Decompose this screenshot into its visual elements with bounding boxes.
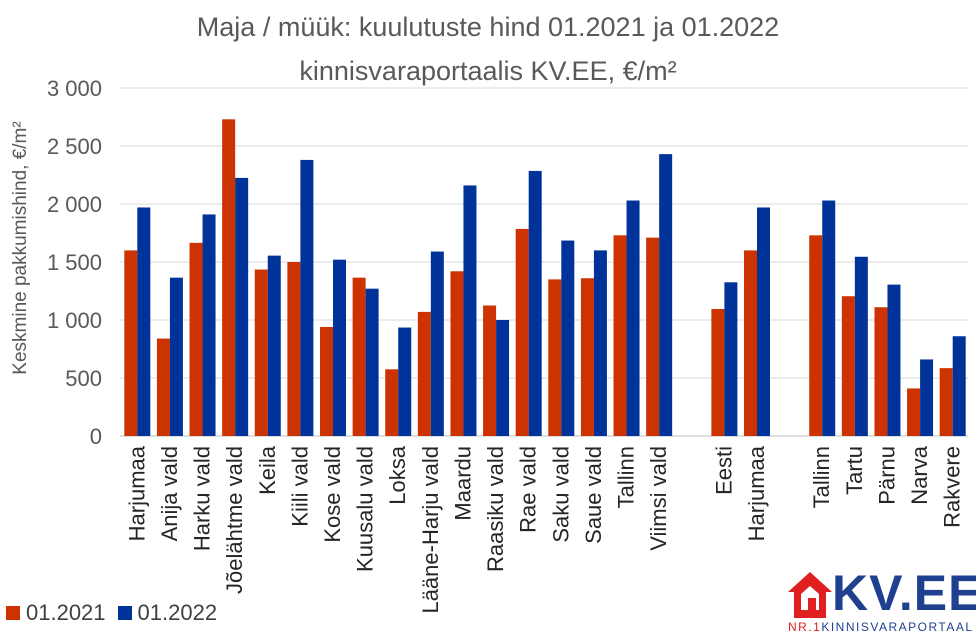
x-tick-label: Jõelähtme vald [222, 446, 247, 594]
x-tick-label: Anija vald [157, 446, 182, 541]
bar-01.2022-Tallinn [822, 200, 836, 436]
y-tick-label: 1 500 [47, 250, 102, 275]
x-tick-label: Saue vald [581, 446, 606, 544]
bar-01.2022-Harku vald [202, 214, 216, 436]
bar-01.2021-Saue vald [580, 278, 594, 436]
bar-01.2021-Harjumaa [124, 250, 138, 436]
bar-01.2021-Viimsi vald [646, 237, 660, 436]
bar-01.2022-Kose vald [333, 259, 346, 436]
house-icon [788, 572, 832, 618]
bar-01.2022-Lääne-Harju vald [430, 251, 444, 436]
legend-swatch-2021 [6, 606, 20, 620]
bar-01.2021-Tallinn [809, 235, 823, 436]
bar-01.2022-Tallinn [626, 200, 640, 436]
y-tick-label: 1 000 [47, 308, 102, 333]
x-tick-label: Harjumaa [124, 445, 149, 541]
x-tick-label: Loksa [385, 445, 410, 504]
legend-item-2021: 01.2021 [6, 600, 106, 626]
bar-01.2022-Rakvere [952, 336, 966, 436]
x-tick-label: Kiili vald [287, 446, 312, 527]
x-tick-label: Eesti [711, 446, 736, 495]
y-axis-label: Keskmine pakkumishind, €/m² [10, 121, 31, 374]
x-axis-ticks: Harjumaa Anija vald Harku vald Jõelähtme va… [124, 445, 964, 613]
bar-01.2022-Rae vald [528, 170, 542, 436]
y-tick-label: 0 [90, 424, 102, 449]
bar-01.2021-Harku vald [189, 242, 203, 436]
x-tick-label: Kuusalu vald [353, 446, 378, 572]
bar-01.2021-Rae vald [515, 228, 529, 436]
bar-01.2022-Loksa [398, 327, 412, 436]
logo-tagline-prefix: NR.1 [788, 620, 822, 634]
x-tick-label: Keila [255, 445, 280, 495]
x-tick-label: Harjumaa [744, 445, 769, 541]
bar-01.2022-Anija vald [169, 277, 183, 436]
bar-01.2022-Keila [267, 255, 281, 436]
x-tick-label: Viimsi vald [646, 446, 671, 551]
bar-01.2021-Saku vald [548, 279, 562, 436]
x-tick-label: Harku vald [190, 446, 215, 551]
bar-01.2022-Saku vald [561, 240, 575, 436]
bar-01.2022-Jõelähtme vald [235, 177, 249, 436]
chart-subtitle: kinnisvaraportaalis KV.EE, €/m² [299, 56, 677, 86]
bar-01.2021-Pärnu [874, 307, 888, 436]
x-tick-label: Tallinn [614, 446, 639, 508]
legend: 01.2021 01.2022 [6, 600, 229, 626]
x-tick-label: Pärnu [874, 446, 899, 505]
legend-swatch-2022 [117, 606, 132, 620]
kv-ee-logo: KV.EE NR.1KINNISVARAPORTAAL [786, 565, 976, 634]
bar-01.2021-Eesti [711, 308, 725, 436]
x-tick-label: Tallinn [809, 446, 834, 508]
x-tick-label: Tartu [842, 446, 867, 495]
bar-01.2021-Tallinn [613, 235, 627, 436]
legend-label-2021: 01.2021 [26, 600, 106, 625]
x-tick-label: Rakvere [940, 446, 965, 528]
bar-01.2021-Anija vald [156, 338, 170, 436]
bar-01.2022-Eesti [724, 282, 738, 436]
bar-01.2021-Narva [907, 388, 921, 436]
bar-01.2022-Kiili vald [300, 159, 314, 437]
y-tick-label: 2 000 [47, 192, 102, 217]
bar-01.2022-Maardu [463, 185, 477, 436]
logo-tagline: NR.1KINNISVARAPORTAAL [788, 620, 974, 634]
x-tick-label: Raasiku vald [483, 446, 508, 572]
bar-01.2021-Jõelähtme vald [222, 119, 236, 436]
y-tick-label: 500 [65, 366, 102, 391]
bar-01.2022-Kuusalu vald [365, 288, 379, 436]
bar-01.2021-Keila [254, 269, 268, 436]
bar-01.2021-Rakvere [939, 368, 953, 436]
y-tick-label: 3 000 [47, 76, 102, 101]
bar-01.2022-Tartu [854, 256, 868, 436]
bar-01.2022-Harjumaa [137, 207, 151, 436]
x-tick-label: Narva [907, 445, 932, 504]
bar-01.2021-Harjumaa [744, 250, 757, 436]
x-tick-label: Saku vald [548, 446, 573, 543]
chart-title: Maja / müük: kuulutuste hind 01.2021 ja … [196, 12, 780, 42]
x-tick-label: Lääne-Harju vald [418, 446, 443, 614]
y-tick-label: 2 500 [47, 134, 102, 159]
bar-01.2021-Maardu [450, 271, 464, 436]
x-tick-label: Maardu [450, 446, 475, 521]
logo-tagline-text: KINNISVARAPORTAAL [821, 620, 974, 634]
bar-01.2021-Kuusalu vald [352, 277, 366, 436]
x-tick-label: Rae vald [516, 446, 541, 533]
bar-01.2022-Saue vald [593, 250, 607, 436]
bar-01.2021-Loksa [385, 369, 399, 436]
legend-item-2022: 01.2022 [117, 600, 218, 626]
bar-01.2022-Viimsi vald [659, 154, 673, 436]
y-axis-ticks: 0 500 1 000 1 500 2 000 2 500 3 000 [47, 76, 102, 449]
bar-01.2022-Harjumaa [757, 207, 770, 436]
bar-01.2021-Kose vald [320, 326, 333, 436]
bar-01.2022-Narva [920, 359, 934, 436]
bars [124, 119, 966, 437]
bar-01.2022-Raasiku vald [496, 320, 510, 436]
bar-01.2021-Raasiku vald [483, 305, 497, 436]
bar-01.2021-Lääne-Harju vald [417, 311, 431, 436]
logo-text: KV.EE [832, 565, 976, 621]
legend-label-2022: 01.2022 [137, 600, 218, 625]
bar-01.2021-Tartu [841, 296, 855, 436]
bar-01.2021-Kiili vald [287, 262, 301, 436]
x-tick-label: Kose vald [320, 446, 345, 543]
bar-01.2022-Pärnu [887, 284, 901, 436]
